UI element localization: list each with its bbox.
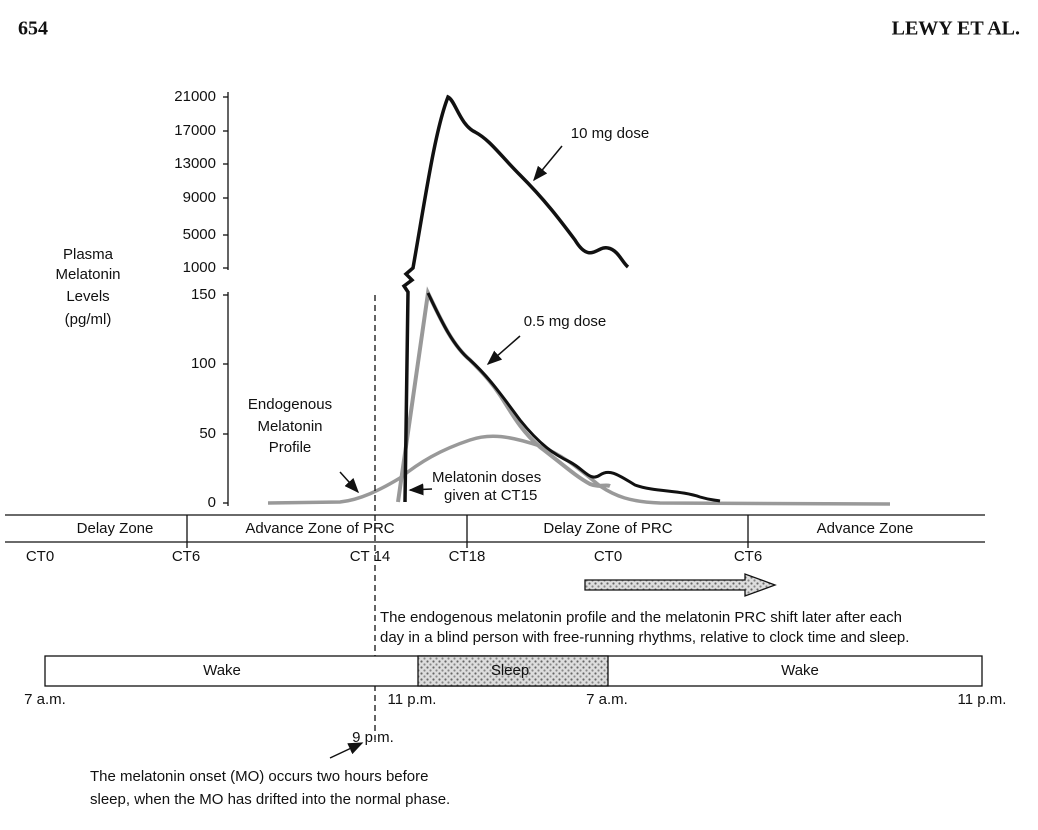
y-label: Levels [66,288,109,305]
tick-label: 50 [199,425,216,442]
tick-label: 21000 [174,88,216,105]
arrow [486,335,521,365]
tick-label: 150 [191,286,216,303]
annotation: given at CT15 [444,487,537,504]
low-dose-curve [426,292,721,503]
annotation: Melatonin doses [432,469,541,486]
annotation: Profile [269,439,312,456]
ct-label: CT0 [26,548,54,565]
y-label: Melatonin [55,266,120,283]
ct-label: CT6 [734,548,762,565]
bar-label: Wake [781,662,819,679]
running-head: LEWY ET AL. [892,18,1020,40]
arrow [533,145,563,182]
ct-label: CT0 [594,548,622,565]
clock-label: 11 p.m. [958,691,1007,708]
ct-label: CT6 [172,548,200,565]
clock-label: 7 a.m. [24,691,66,708]
bar-label: Wake [203,662,241,679]
ct-label: CT18 [449,548,486,565]
onset-time: 9 p.m. [352,729,394,746]
shift-note: The endogenous melatonin profile and the… [380,609,902,626]
annotation: 10 mg dose [571,125,649,142]
ct-label: CT 14 [350,548,391,565]
onset-note: sleep, when the MO has drifted into the … [90,791,450,808]
clock-label: 7 a.m. [586,691,628,708]
tick-label: 13000 [174,155,216,172]
tick-label: 0 [208,494,216,511]
tick-label: 9000 [183,189,216,206]
tick-label: 100 [191,355,216,372]
arrow [329,742,364,759]
page-number: 654 [18,18,48,40]
onset-note: The melatonin onset (MO) occurs two hour… [90,768,428,785]
zone-label: Delay Zone [77,520,154,537]
bar-label: Sleep [491,662,529,679]
zone-label: Advance Zone [817,520,914,537]
arrow [408,483,433,496]
clock-label: 11 p.m. [388,691,437,708]
y-label: (pg/ml) [65,311,112,328]
endogenous-curve [267,434,891,506]
high-dose-curve [401,94,630,503]
shift-arrow [584,573,777,597]
annotation: 0.5 mg dose [524,313,607,330]
annotation: Endogenous [248,396,332,413]
arrow [339,471,360,494]
tick-label: 1000 [183,259,216,276]
tick-label: 5000 [183,226,216,243]
zone-label: Advance Zone of PRC [245,520,394,537]
y-label: Plasma [63,246,114,263]
tick-label: 17000 [174,122,216,139]
sleep-box [417,655,609,687]
annotation: Melatonin [257,418,322,435]
zone-label: Delay Zone of PRC [543,520,672,537]
upper-ticks [223,96,228,504]
shift-note: day in a blind person with free-running … [380,629,909,646]
